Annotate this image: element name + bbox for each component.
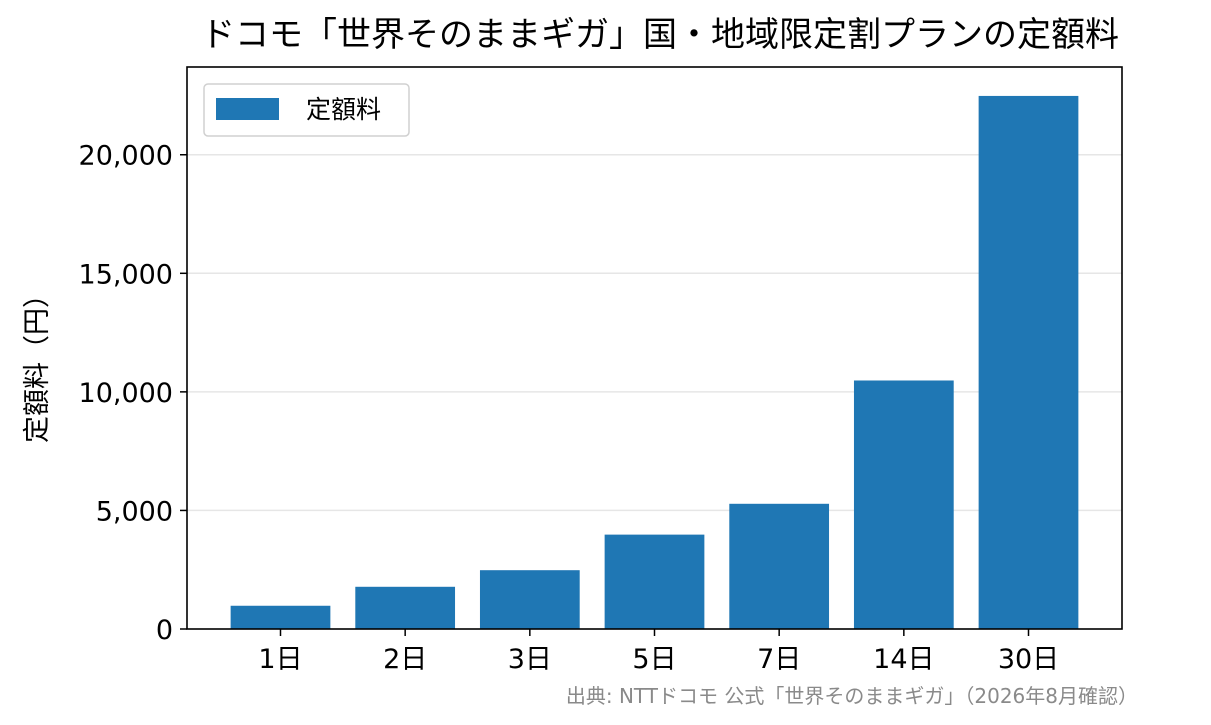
bar bbox=[978, 95, 1079, 630]
legend-label: 定額料 bbox=[306, 95, 381, 124]
legend-box bbox=[203, 83, 410, 137]
bar bbox=[230, 605, 331, 629]
chart-title: ドコモ「世界そのままギガ」国・地域限定割プランの定額料 bbox=[201, 15, 1119, 55]
legend: 定額料 bbox=[203, 83, 410, 137]
grid bbox=[187, 153, 1122, 512]
x-tick-label: 1日 bbox=[258, 644, 302, 675]
bars bbox=[230, 95, 1079, 630]
source-note: 出典: NTTドコモ 公式「世界そのままギガ」（2026年8月確認） bbox=[566, 684, 1138, 708]
bar bbox=[479, 570, 580, 629]
bar bbox=[604, 534, 705, 629]
bar bbox=[729, 503, 830, 629]
y-tick-label: 10,000 bbox=[79, 378, 173, 409]
x-tick-label: 3日 bbox=[508, 644, 552, 675]
y-tick-label: 20,000 bbox=[79, 141, 173, 172]
x-tick-label: 30日 bbox=[998, 644, 1059, 675]
x-tick-label: 5日 bbox=[632, 644, 676, 675]
bar bbox=[355, 586, 456, 629]
x-tick-label: 7日 bbox=[757, 644, 801, 675]
x-tick-label: 14日 bbox=[873, 644, 934, 675]
y-tick-label: 15,000 bbox=[79, 259, 173, 290]
y-axis-label: 定額料（円） bbox=[22, 281, 53, 443]
y-axis: 0 5,000 10,000 15,000 20,000 bbox=[79, 141, 187, 646]
x-tick-label: 2日 bbox=[383, 644, 427, 675]
bar bbox=[853, 380, 954, 629]
y-tick-label: 0 bbox=[156, 615, 173, 646]
x-axis: 1日 2日 3日 5日 7日 14日 30日 bbox=[258, 629, 1059, 675]
y-tick-label: 5,000 bbox=[96, 496, 173, 527]
legend-swatch bbox=[216, 98, 279, 120]
